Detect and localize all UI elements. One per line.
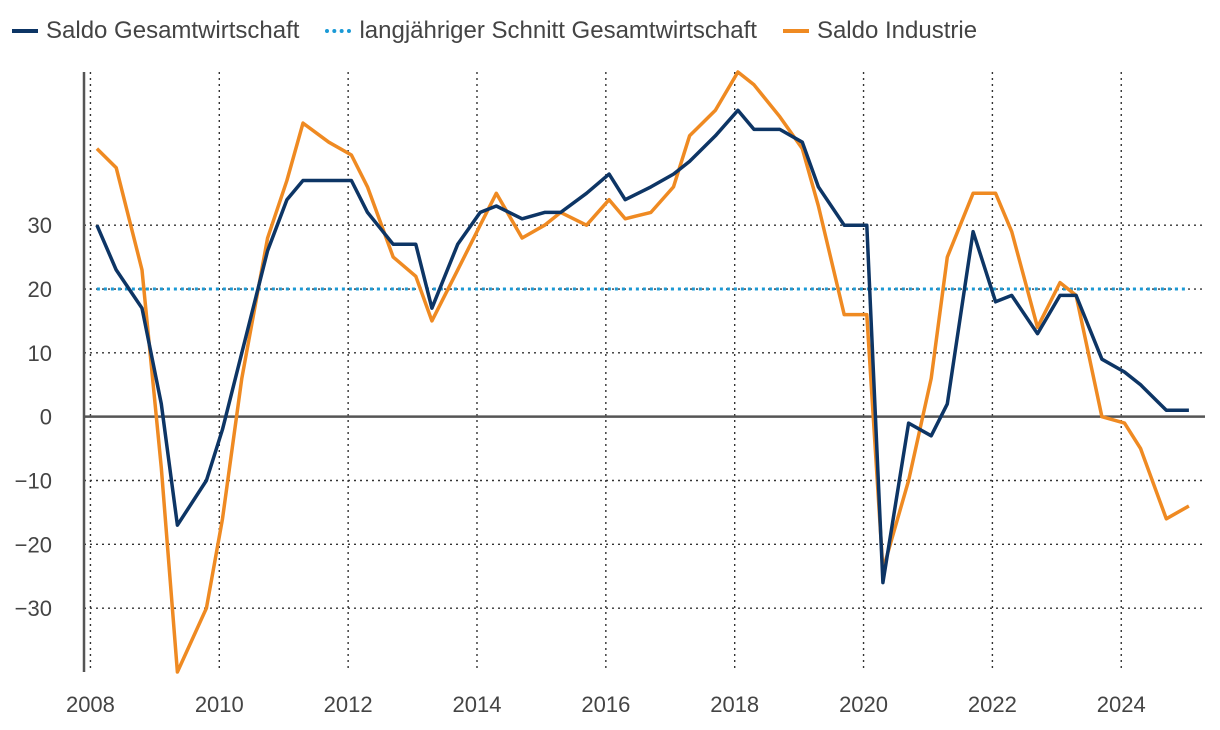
legend-label-gesamtwirtschaft: Saldo Gesamtwirtschaft <box>46 17 300 44</box>
legend-swatch-schnitt <box>325 29 352 33</box>
legend-item-gesamtwirtschaft: Saldo Gesamtwirtschaft <box>12 17 299 45</box>
x-tick-label-2010: 2010 <box>195 692 244 717</box>
legend-item-industrie: Saldo Industrie <box>782 17 978 45</box>
x-tick-label-2018: 2018 <box>710 692 759 717</box>
x-tick-label-2024: 2024 <box>1097 692 1146 717</box>
x-tick-label-2022: 2022 <box>968 692 1017 717</box>
y-tick-label--20: −20 <box>15 532 52 557</box>
y-tick-label--10: −10 <box>15 469 52 494</box>
series-line-gesamtwirtschaft <box>95 108 1189 585</box>
y-tick-label-10: 10 <box>28 341 52 366</box>
x-tick-label-2020: 2020 <box>839 692 888 717</box>
legend-swatch-industrie <box>782 29 809 33</box>
x-tick-label-2016: 2016 <box>581 692 630 717</box>
x-tick-label-2008: 2008 <box>66 692 115 717</box>
legend-label-industrie: Saldo Industrie <box>816 17 978 44</box>
chart-legend: Saldo Gesamtwirtschaft langjähriger Schn… <box>12 14 1003 48</box>
legend-item-schnitt: langjähriger Schnitt Gesamtwirtschaft <box>325 17 757 45</box>
x-tick-label-2014: 2014 <box>453 692 502 717</box>
x-tick-label-2012: 2012 <box>324 692 373 717</box>
legend-swatch-gesamtwirtschaft <box>12 29 38 33</box>
legend-label-schnitt: langjähriger Schnitt Gesamtwirtschaft <box>359 17 757 44</box>
y-tick-label-20: 20 <box>28 277 52 302</box>
y-tick-label-0: 0 <box>40 405 52 430</box>
y-tick-label--30: −30 <box>15 596 52 621</box>
series-line-industrie <box>95 70 1190 674</box>
y-tick-label-30: 30 <box>28 213 52 238</box>
